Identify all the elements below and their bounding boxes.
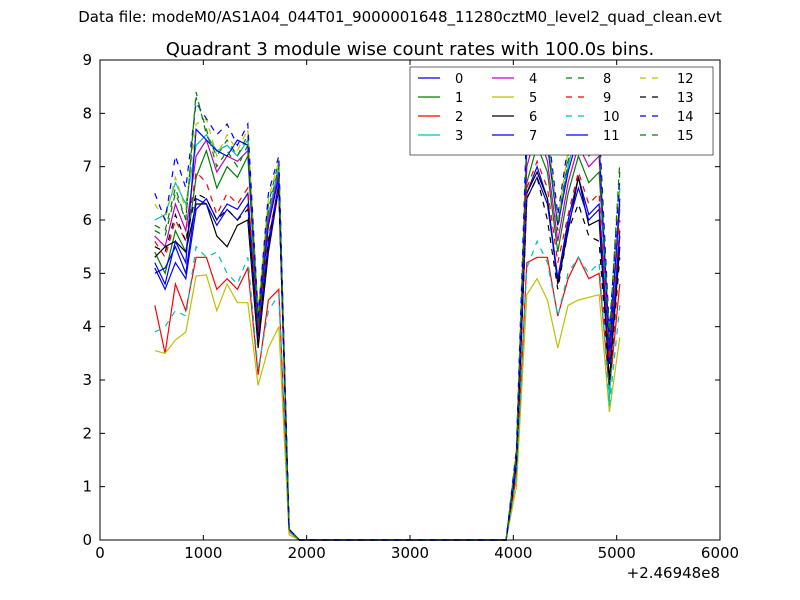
x-offset-label: +2.46948e8 — [627, 564, 720, 582]
legend-label: 10 — [603, 110, 620, 125]
y-tick-label: 1 — [82, 478, 92, 496]
legend-label: 0 — [455, 72, 463, 87]
series-line-13 — [154, 175, 621, 541]
legend-label: 15 — [677, 129, 694, 144]
legend-frame — [409, 66, 714, 156]
x-tick-label: 1000 — [184, 544, 222, 562]
legend-label: 13 — [677, 91, 694, 106]
x-tick-label: 4000 — [494, 544, 532, 562]
series-line-5 — [154, 274, 621, 541]
y-tick-label: 8 — [82, 104, 92, 122]
legend-label: 2 — [455, 110, 463, 125]
x-tick-label: 5000 — [598, 544, 636, 562]
legend-label: 9 — [603, 91, 611, 106]
y-tick-label: 2 — [82, 424, 92, 442]
legend-label: 7 — [529, 129, 537, 144]
y-tick-label: 6 — [82, 211, 92, 229]
x-tick-label: 0 — [95, 544, 105, 562]
x-tick-label: 2000 — [288, 544, 326, 562]
chart-title: Quadrant 3 module wise count rates with … — [166, 39, 655, 60]
legend-label: 5 — [529, 91, 537, 106]
legend-label: 3 — [455, 129, 463, 144]
y-tick-label: 0 — [82, 531, 92, 549]
legend-label: 12 — [677, 72, 694, 87]
y-tick-label: 7 — [82, 158, 92, 176]
x-tick-label: 6000 — [701, 544, 739, 562]
legend-label: 4 — [529, 72, 537, 87]
series-line-2 — [154, 255, 621, 541]
suptitle: Data file: modeM0/AS1A04_044T01_90000016… — [78, 8, 722, 26]
legend-label: 14 — [677, 110, 694, 125]
x-axis: 0 1000 2000 3000 4000 5000 6000 — [95, 60, 739, 562]
legend-label: 11 — [603, 129, 620, 144]
legend-label: 1 — [455, 91, 463, 106]
y-tick-label: 4 — [82, 318, 92, 336]
y-tick-label: 5 — [82, 264, 92, 282]
series-line-10 — [154, 239, 621, 541]
y-tick-label: 9 — [82, 51, 92, 69]
x-tick-label: 3000 — [391, 544, 429, 562]
series-line-15 — [154, 97, 621, 541]
legend-label: 8 — [603, 72, 611, 87]
y-tick-label: 3 — [82, 371, 92, 389]
legend-label: 6 — [529, 110, 537, 125]
series-line-7 — [154, 175, 621, 541]
